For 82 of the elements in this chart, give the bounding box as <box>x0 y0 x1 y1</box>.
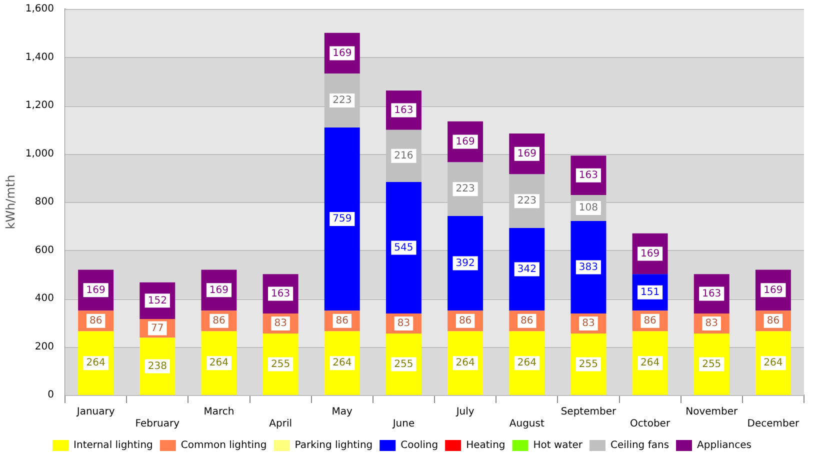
y-tick-label: 1,400 <box>25 52 54 63</box>
data-label: 238 <box>148 360 167 372</box>
y-tick-label: 1,600 <box>25 4 54 15</box>
data-label: 216 <box>394 150 414 162</box>
data-label: 759 <box>332 214 352 225</box>
x-tick-label: October <box>630 418 671 430</box>
data-label: 255 <box>702 358 722 370</box>
legend-label: Common lighting <box>180 440 267 452</box>
legend-label: Appliances <box>697 440 752 452</box>
data-label: 545 <box>394 242 414 254</box>
x-tick-label: January <box>76 406 115 418</box>
data-label: 255 <box>578 358 598 370</box>
data-label: 152 <box>148 295 167 306</box>
bar <box>386 182 422 314</box>
data-label: 151 <box>640 286 660 298</box>
data-label: 163 <box>271 288 290 300</box>
data-label: 86 <box>212 316 226 327</box>
data-label: 264 <box>86 358 106 369</box>
data-label: 255 <box>271 358 290 370</box>
y-tick-label: 600 <box>34 244 54 256</box>
data-label: 223 <box>517 196 536 207</box>
x-tick-label: May <box>332 406 353 418</box>
data-label: 169 <box>517 148 536 160</box>
data-label: 86 <box>766 316 780 327</box>
data-label: 264 <box>640 358 660 369</box>
data-label: 77 <box>151 322 164 334</box>
data-label: 86 <box>89 316 102 327</box>
data-label: 223 <box>456 184 475 195</box>
data-label: 169 <box>640 248 660 260</box>
data-label: 163 <box>578 170 598 181</box>
data-label: 163 <box>702 288 722 300</box>
data-label: 264 <box>764 358 783 369</box>
x-tick-label: July <box>455 406 474 418</box>
data-label: 163 <box>394 104 414 116</box>
y-tick-label: 0 <box>48 390 54 401</box>
data-label: 383 <box>578 262 598 273</box>
data-label: 255 <box>394 358 414 370</box>
x-tick-label: December <box>747 418 800 430</box>
legend-label: Cooling <box>400 440 438 452</box>
data-label: 169 <box>209 284 229 296</box>
legend-label: Hot water <box>533 440 584 452</box>
bar <box>324 127 360 311</box>
bar <box>448 216 484 311</box>
legend-label: Ceiling fans <box>610 440 670 452</box>
data-label: 169 <box>456 136 475 148</box>
data-label: 169 <box>86 284 106 296</box>
y-axis-title: kWh/mth <box>3 174 18 230</box>
data-label: 223 <box>332 95 352 106</box>
data-label: 264 <box>332 358 352 369</box>
x-tick-label: February <box>135 418 180 430</box>
x-tick-label: June <box>392 418 415 430</box>
data-label: 108 <box>578 202 598 214</box>
legend-label: Parking lighting <box>294 440 373 452</box>
data-label: 264 <box>209 358 229 369</box>
y-tick-label: 400 <box>34 293 54 304</box>
y-tick-label: 200 <box>34 341 54 352</box>
data-label: 264 <box>456 358 475 369</box>
bar <box>509 228 545 311</box>
y-tick-label: 1,200 <box>25 100 54 112</box>
y-tick-label: 800 <box>34 196 54 208</box>
x-tick-label: August <box>509 418 544 430</box>
x-tick-label: March <box>204 406 234 418</box>
data-label: 86 <box>520 316 534 327</box>
data-label: 392 <box>456 258 475 269</box>
data-label: 86 <box>644 316 656 327</box>
data-label: 86 <box>458 316 472 327</box>
bar <box>570 221 606 314</box>
data-label: 83 <box>274 318 287 330</box>
data-label: 83 <box>705 318 718 330</box>
data-label: 169 <box>764 284 783 296</box>
data-label: 83 <box>582 318 595 330</box>
data-label: 342 <box>517 264 536 275</box>
data-label: 83 <box>397 318 410 330</box>
data-label: 264 <box>517 358 536 369</box>
data-label: 86 <box>336 316 349 327</box>
data-label: 169 <box>332 48 352 59</box>
legend-label: Internal lighting <box>74 440 153 452</box>
y-tick-label: 1,000 <box>25 148 54 160</box>
x-tick-label: April <box>269 418 292 430</box>
legend-label: Heating <box>466 440 506 452</box>
x-tick-label: November <box>686 406 739 418</box>
x-tick-label: September <box>560 406 617 418</box>
